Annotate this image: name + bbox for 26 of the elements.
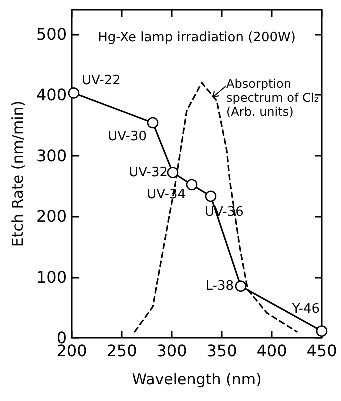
text: Hg-Xe lamp irradiation (200W) bbox=[98, 30, 296, 46]
x-axis-title: Wavelength (nm) bbox=[132, 370, 262, 388]
x-tick-label: 450 bbox=[306, 342, 338, 360]
y-axis-title: Etch Rate (nm/min) bbox=[9, 100, 28, 248]
point bbox=[186, 179, 198, 191]
annotation: UV-22 bbox=[82, 74, 121, 89]
point bbox=[205, 190, 217, 202]
point bbox=[167, 167, 179, 178]
annotation: UV-32 bbox=[129, 165, 168, 180]
annotation: L-38 bbox=[206, 278, 234, 294]
x-tick-label: 350 bbox=[206, 342, 238, 360]
x-tick-label: 300 bbox=[156, 342, 188, 360]
annotation: UV-34 bbox=[147, 187, 186, 202]
point bbox=[235, 280, 247, 292]
point bbox=[68, 88, 80, 99]
x-tick-label: 400 bbox=[256, 342, 288, 360]
y-tick-label: 400 bbox=[36, 86, 67, 105]
annotation: Y-46 bbox=[291, 302, 320, 317]
y-tick-label: 500 bbox=[36, 24, 67, 44]
x-tick-label: 250 bbox=[106, 342, 138, 360]
annotation: UV-30 bbox=[108, 129, 147, 144]
y-tick-label: 300 bbox=[36, 146, 67, 166]
y-tick-label: 200 bbox=[36, 207, 67, 226]
legend-label: Absorption spectrum of Cl₂ (Arb. units) bbox=[226, 77, 320, 119]
y-tick-label: 100 bbox=[36, 268, 67, 287]
point bbox=[147, 117, 159, 129]
